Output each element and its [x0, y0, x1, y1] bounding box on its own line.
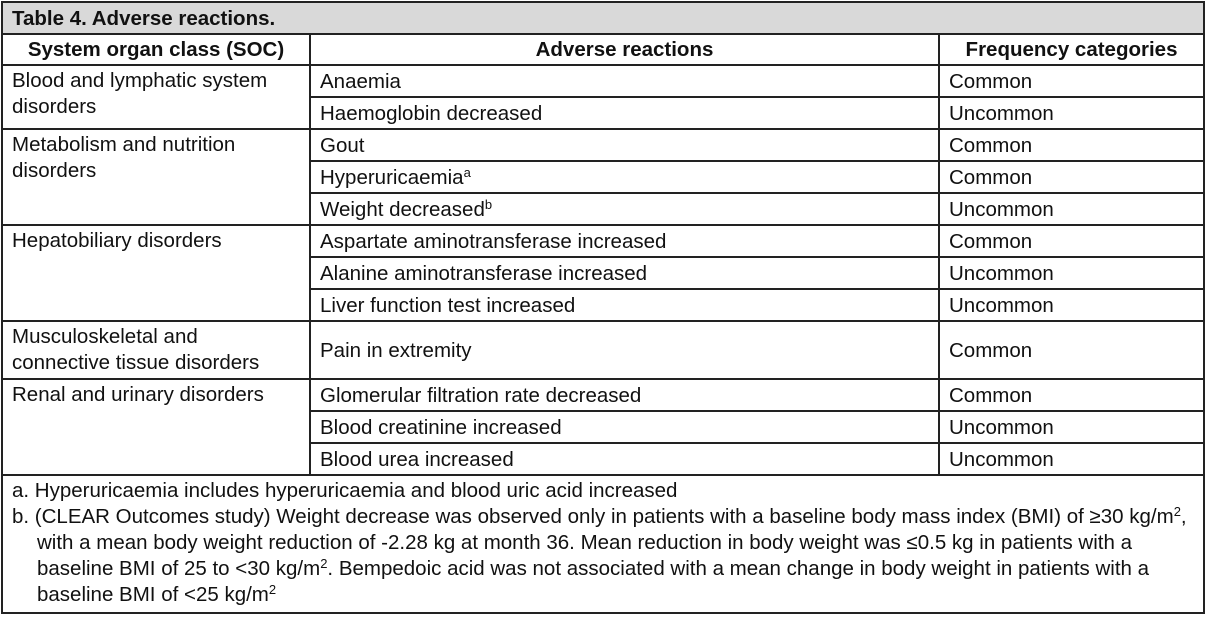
frequency-cell: Common — [937, 320, 1205, 380]
adverse-reaction-cell: Pain in extremity — [309, 320, 940, 380]
adverse-reactions-table-container: Table 4. Adverse reactions. System organ… — [0, 1, 1205, 614]
adverse-reaction-text: Blood urea increased — [320, 447, 514, 471]
footnote-b-text-2: , with a mean body weight reduction of -… — [37, 505, 1187, 580]
frequency-cell: Uncommon — [937, 442, 1205, 476]
frequency-cell: Uncommon — [937, 288, 1205, 322]
footnote-b-text-3: . Bempedoic acid was not associated with… — [37, 557, 1150, 606]
table-body: Blood and lymphatic system disorders Anae… — [1, 64, 1205, 476]
frequency-cell: Common — [937, 64, 1205, 98]
adverse-reaction-cell: Hyperuricaemiaa — [309, 160, 940, 194]
footnote-a: a. Hyperuricaemia includes hyperuricaemi… — [12, 479, 678, 502]
adverse-reaction-text: Haemoglobin decreased — [320, 101, 543, 125]
adverse-reaction-cell: Gout — [309, 128, 940, 162]
soc-cell: Musculoskeletal and connective tissue di… — [1, 320, 311, 380]
frequency-cell: Uncommon — [937, 96, 1205, 130]
footnotes: a. Hyperuricaemia includes hyperuricaemi… — [0, 474, 1205, 614]
footnote-b-sup-2: 2 — [320, 556, 328, 571]
table-row: Hepatobiliary disorders Aspartate aminotr… — [1, 224, 1205, 322]
adverse-reaction-text: Alanine aminotransferase increased — [320, 261, 648, 285]
header-soc: System organ class (SOC) — [1, 33, 311, 66]
table-row: Musculoskeletal and connective tissue di… — [1, 320, 1205, 380]
adverse-reactions-table: Table 4. Adverse reactions. System organ… — [0, 1, 1205, 614]
adverse-reaction-text: Gout — [320, 133, 365, 157]
adverse-reaction-text: Liver function test increased — [320, 293, 576, 317]
footnote-b-sup-1: 2 — [1173, 504, 1181, 519]
adverse-reaction-text: Glomerular filtration rate decreased — [320, 383, 642, 407]
adverse-reaction-text: Aspartate aminotransferase increased — [320, 229, 667, 253]
adverse-reaction-cell: Anaemia — [309, 64, 940, 98]
table-row: Blood urea increased Uncommon — [2, 442, 1205, 476]
table-row: Metabolism and nutrition disorders Gout Co… — [1, 128, 1205, 226]
soc-cell: Renal and urinary disorders — [1, 378, 311, 476]
adverse-reaction-cell: Haemoglobin decreased — [309, 96, 940, 130]
table-row: Haemoglobin decreased Uncommon — [2, 96, 1205, 130]
adverse-reaction-cell: Aspartate aminotransferase increased — [309, 224, 940, 258]
footnote-b-text-1: b. (CLEAR Outcomes study) Weight decreas… — [12, 505, 1174, 528]
footnote-b-sup-3: 2 — [268, 582, 277, 597]
adverse-reaction-text: Hyperuricaemia — [320, 165, 464, 189]
table-title: Table 4. Adverse reactions. — [0, 1, 1205, 35]
frequency-cell: Common — [937, 224, 1205, 258]
footnote-b: b. (CLEAR Outcomes study) Weight decreas… — [12, 504, 1194, 608]
frequency-cell: Common — [937, 160, 1205, 194]
soc-cell: Metabolism and nutrition disorders — [1, 128, 311, 226]
frequency-cell: Uncommon — [937, 410, 1205, 444]
frequency-cell: Common — [937, 128, 1205, 162]
footnote-marker: b — [484, 196, 493, 212]
adverse-reaction-cell: Weight decreasedb — [309, 192, 940, 226]
table-row: Blood creatinine increased Uncommon — [2, 410, 1205, 444]
adverse-reaction-text: Anaemia — [320, 69, 401, 93]
adverse-reaction-cell: Alanine aminotransferase increased — [309, 256, 940, 290]
frequency-cell: Uncommon — [937, 256, 1205, 290]
adverse-reaction-text: Pain in extremity — [320, 338, 472, 362]
frequency-cell: Common — [937, 378, 1205, 412]
table-row: Blood and lymphatic system disorders Anae… — [1, 64, 1205, 130]
header-adverse-reactions: Adverse reactions — [309, 33, 940, 66]
adverse-reaction-cell: Liver function test increased — [309, 288, 940, 322]
footnote-marker: a — [463, 164, 471, 180]
adverse-reaction-cell: Blood creatinine increased — [309, 410, 940, 444]
adverse-reaction-cell: Blood urea increased — [309, 442, 940, 476]
table-row: Weight decreasedb Uncommon — [2, 192, 1205, 226]
table-row: Hyperuricaemiaa Common — [2, 160, 1205, 194]
soc-cell: Hepatobiliary disorders — [1, 224, 311, 322]
adverse-reaction-text: Blood creatinine increased — [320, 415, 562, 439]
table-row: Liver function test increased Uncommon — [2, 288, 1205, 322]
table-row: Renal and urinary disorders Glomerular fi… — [1, 378, 1205, 476]
adverse-reaction-cell: Glomerular filtration rate decreased — [309, 378, 940, 412]
table-row: Alanine aminotransferase increased Uncomm… — [2, 256, 1205, 290]
adverse-reaction-text: Weight decreased — [320, 197, 485, 221]
frequency-cell: Uncommon — [937, 192, 1205, 226]
header-frequency: Frequency categories — [937, 33, 1205, 66]
soc-cell: Blood and lymphatic system disorders — [1, 64, 311, 130]
